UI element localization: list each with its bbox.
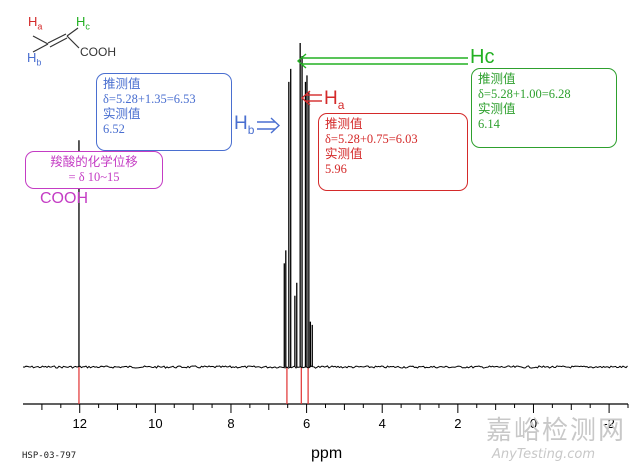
hb-box-line-2: δ=5.28+1.35=6.53 [103, 92, 196, 106]
annotation-arrows [257, 53, 468, 134]
x-tick-label: 10 [148, 416, 162, 431]
x-axis-label: ppm [311, 445, 342, 462]
hb-box-line-4: 6.52 [103, 122, 125, 136]
x-axis: 12 10 8 6 4 2 0 -2 ppm [23, 403, 629, 462]
x-tick-label: 2 [454, 416, 461, 431]
spectrum-id-footer: HSP-03-797 [22, 451, 77, 461]
molecule-ha-label: Ha [28, 14, 43, 32]
hc-box-line-4: 6.14 [478, 117, 500, 131]
hc-peak-label: Hc [470, 46, 495, 68]
hb-box-line-1: 推测值 [103, 77, 141, 91]
molecule-bonds [32, 27, 80, 53]
molecule-hc-label: Hc [76, 14, 90, 32]
x-tick-label: 6 [303, 416, 310, 431]
assignment-marker-lines [78, 367, 309, 404]
hc-estimate-box: 推测值 δ=5.28+1.00=6.28 实测值 6.14 [471, 68, 617, 148]
watermark-cn: 嘉峪检测网 [486, 416, 627, 446]
cooh-box-line-1: 羧酸的化学位移 [50, 155, 138, 169]
x-tick-label: -2 [603, 416, 615, 431]
watermark-en: AnyTesting.com [492, 447, 596, 462]
ha-arrow-head [300, 90, 311, 106]
hb-peak-label: Hb [234, 113, 255, 137]
cooh-box-line-2: = δ 10~15 [68, 170, 120, 184]
x-tick-label: 4 [379, 416, 386, 431]
x-tick-label: 12 [72, 416, 86, 431]
hc-arrow-head [296, 53, 307, 69]
molecule-cooh-text: COOH [80, 45, 116, 59]
hb-arrow-head [270, 117, 281, 134]
hb-box-line-3: 实测值 [103, 107, 141, 121]
ha-peak-label: Ha [324, 88, 345, 112]
ha-box-line-1: 推测值 [325, 117, 363, 131]
ha-box-line-3: 实测值 [325, 147, 363, 161]
hb-estimate-box: 推测值 δ=5.28+1.35=6.53 实测值 6.52 [96, 73, 232, 151]
x-tick-label: 0 [530, 416, 537, 431]
cooh-shift-box: 羧酸的化学位移 = δ 10~15 [25, 151, 163, 189]
ha-box-line-4: 5.96 [325, 162, 347, 176]
hc-box-line-1: 推测值 [478, 72, 516, 86]
x-tick-label: 8 [227, 416, 234, 431]
ha-estimate-box: 推测值 δ=5.28+0.75=6.03 实测值 5.96 [318, 113, 468, 191]
hc-box-line-2: δ=5.28+1.00=6.28 [478, 87, 571, 101]
cooh-peak-label: COOH [40, 190, 88, 207]
molecule-hb-label: Hb [27, 50, 42, 68]
hc-box-line-3: 实测值 [478, 102, 516, 116]
spectrum-baseline [22, 365, 628, 369]
ha-box-line-2: δ=5.28+0.75=6.03 [325, 132, 418, 146]
molecule-cooh-label: COOH [80, 45, 116, 59]
